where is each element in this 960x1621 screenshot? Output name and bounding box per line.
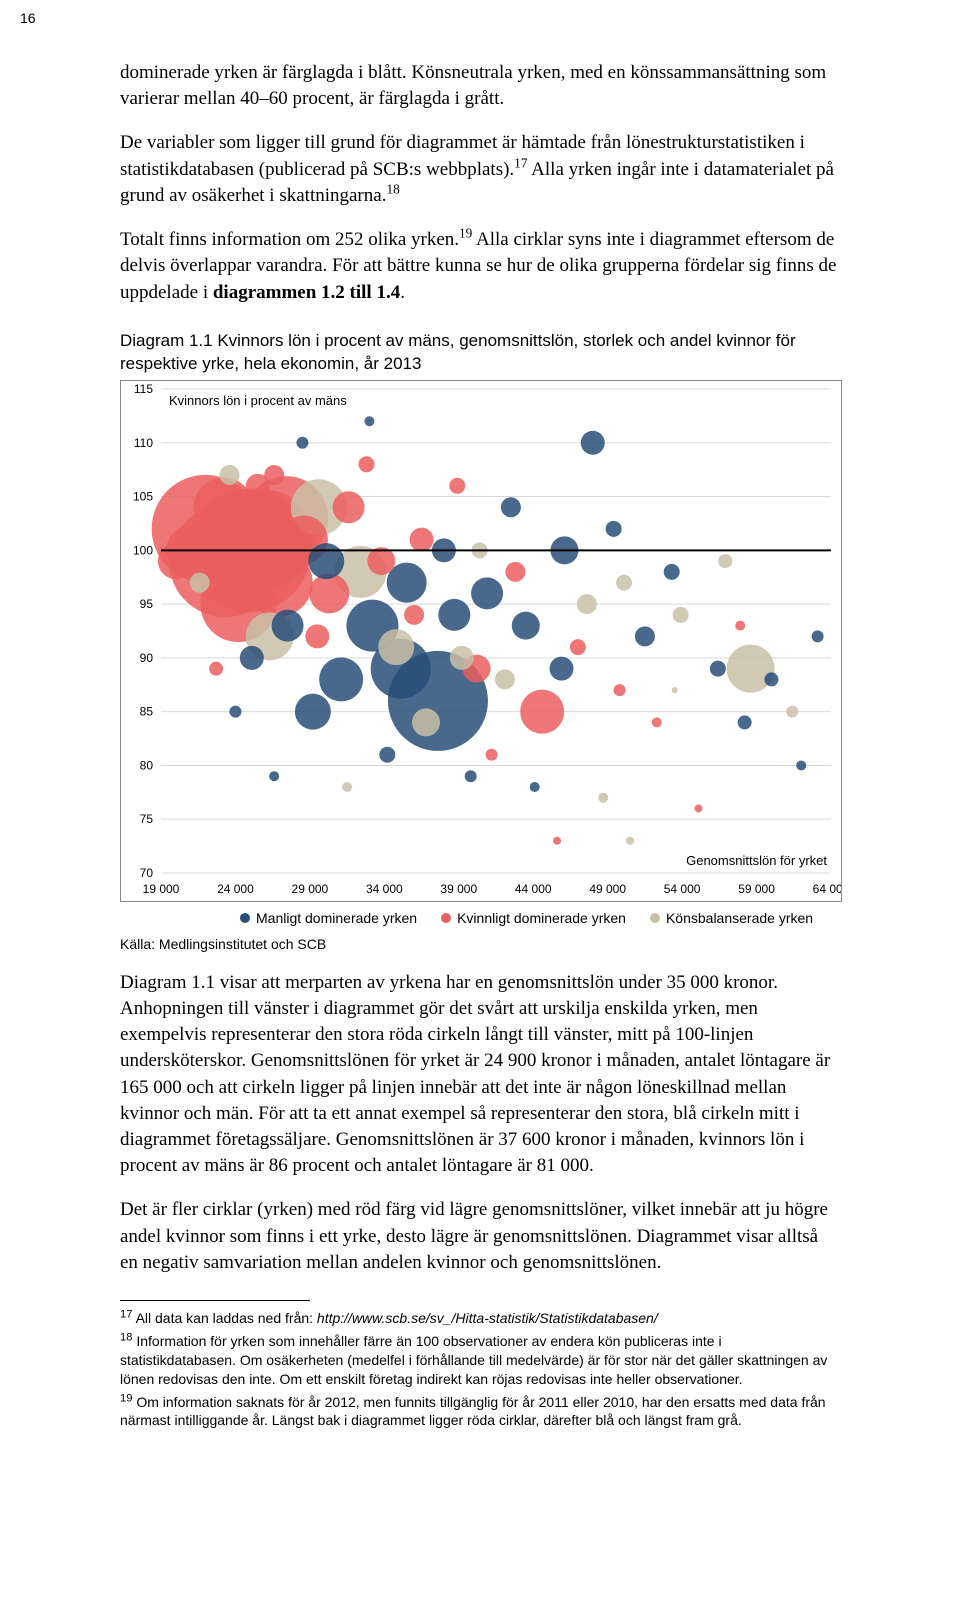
footnote: 18 Information för yrken som innehåller … <box>120 1332 840 1389</box>
svg-text:64 000: 64 000 <box>813 882 841 896</box>
svg-text:49 000: 49 000 <box>589 882 626 896</box>
svg-text:34 000: 34 000 <box>366 882 403 896</box>
svg-text:115: 115 <box>134 382 153 396</box>
chart-legend: Manligt dominerade yrken Kvinnligt domine… <box>120 902 960 930</box>
legend-item: Kvinnligt dominerade yrken <box>441 910 626 926</box>
paragraph-1: dominerade yrken är färglagda i blått. K… <box>120 60 840 112</box>
legend-item: Könsbalanserade yrken <box>650 910 813 926</box>
svg-text:54 000: 54 000 <box>664 882 701 896</box>
chart-title: Diagram 1.1 Kvinnors lön i procent av mä… <box>120 330 840 376</box>
svg-text:Genomsnittslön för yrket: Genomsnittslön för yrket <box>686 853 827 868</box>
svg-text:39 000: 39 000 <box>440 882 477 896</box>
svg-text:70: 70 <box>140 866 154 880</box>
footnote: 17 All data kan laddas ned från: http://… <box>120 1309 840 1328</box>
bubble-chart: 70 75 80 85 90 95 100 105 110 115 19 000 24 000 29 0… <box>120 380 842 902</box>
footnote: 19 Om information saknats för år 2012, m… <box>120 1393 840 1431</box>
legend-label: Kvinnligt dominerade yrken <box>457 910 626 926</box>
svg-text:90: 90 <box>140 651 154 665</box>
svg-text:44 000: 44 000 <box>515 882 552 896</box>
chart-svg: 70 75 80 85 90 95 100 105 110 115 19 000 24 000 29 0… <box>121 381 841 901</box>
footnotes: 17 All data kan laddas ned från: http://… <box>120 1309 840 1430</box>
svg-text:110: 110 <box>134 435 153 449</box>
footnote-rule <box>120 1300 310 1301</box>
paragraph-2: De variabler som ligger till grund för d… <box>120 130 840 209</box>
paragraph-4: Diagram 1.1 visar att merparten av yrken… <box>120 970 840 1180</box>
paragraph-5: Det är fler cirklar (yrken) med röd färg… <box>120 1197 840 1276</box>
svg-text:75: 75 <box>140 812 154 826</box>
legend-item: Manligt dominerade yrken <box>240 910 417 926</box>
legend-label: Könsbalanserade yrken <box>666 910 813 926</box>
legend-label: Manligt dominerade yrken <box>256 910 417 926</box>
svg-text:59 000: 59 000 <box>738 882 775 896</box>
legend-dot-icon <box>240 913 250 923</box>
page-content: dominerade yrken är färglagda i blått. K… <box>120 60 840 1430</box>
paragraph-3: Totalt finns information om 252 olika yr… <box>120 227 840 306</box>
svg-text:80: 80 <box>140 758 154 772</box>
legend-dot-icon <box>441 913 451 923</box>
svg-text:Kvinnors lön i procent av mäns: Kvinnors lön i procent av mäns <box>169 393 347 408</box>
svg-text:24 000: 24 000 <box>217 882 254 896</box>
svg-text:19 000: 19 000 <box>143 882 180 896</box>
svg-text:95: 95 <box>140 597 154 611</box>
svg-text:105: 105 <box>133 489 153 503</box>
svg-text:85: 85 <box>140 704 154 718</box>
svg-text:100: 100 <box>133 543 153 557</box>
page-number: 16 <box>20 10 36 26</box>
legend-dot-icon <box>650 913 660 923</box>
chart-source: Källa: Medlingsinstitutet och SCB <box>120 936 840 952</box>
svg-text:29 000: 29 000 <box>292 882 329 896</box>
